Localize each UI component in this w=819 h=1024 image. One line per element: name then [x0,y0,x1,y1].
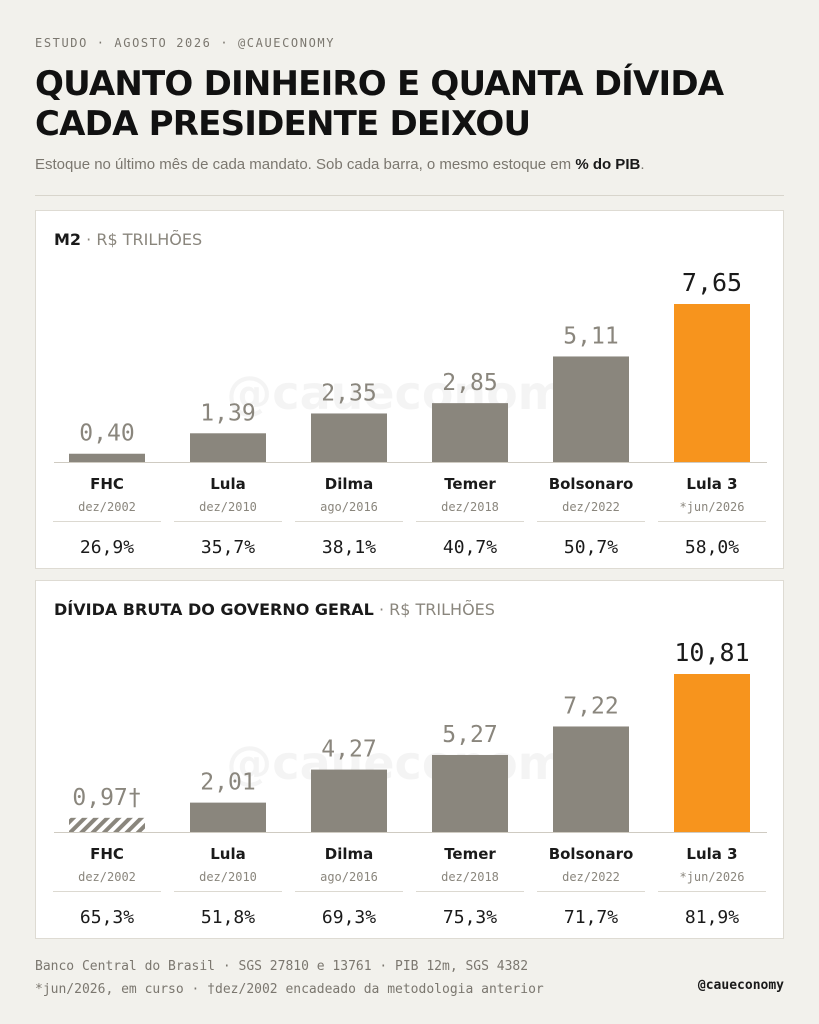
debt-pct-gdp-label: 81,9% [685,907,739,928]
m2-pct-gdp-label: 35,7% [201,537,255,558]
debt-category-label: FHC [90,845,124,863]
debt-title-text: DÍVIDA BRUTA DO GOVERNO GERAL [54,600,374,619]
m2-date-label: dez/2010 [199,500,257,514]
m2-value-label: 0,40 [79,421,134,447]
eyebrow: ESTUDO · AGOSTO 2026 · @CAUECONOMY [35,36,336,50]
m2-bar [674,304,750,462]
m2-value-label: 1,39 [200,400,255,426]
debt-value-label: 7,22 [563,693,618,719]
m2-pct-gdp-label: 26,9% [80,537,134,558]
debt-category-label: Lula 3 [686,845,737,863]
debt-pct-gdp-label: 69,3% [322,907,376,928]
debt-value-label: 5,27 [442,722,497,748]
debt-unit: · R$ TRILHÕES [373,600,495,619]
m2-value-label: 5,11 [563,323,618,349]
debt-date-label: ago/2016 [320,870,378,884]
debt-chart: @caueconomy 0,97† FHC dez/2002 65,3% 2,01 Lula… [53,638,767,928]
debt-bar [553,726,629,832]
title-line-2: CADA PRESIDENTE DEIXOU [35,104,531,144]
debt-value-label: 4,27 [321,737,376,763]
m2-category-label: Lula [210,475,246,493]
m2-value-label: 7,65 [682,268,742,297]
source-line-1: Banco Central do Brasil · SGS 27810 e 13… [35,959,529,974]
debt-date-label: dez/2018 [441,870,499,884]
m2-pct-gdp-label: 58,0% [685,537,739,558]
m2-category-label: Dilma [325,475,374,493]
m2-category-label: Bolsonaro [549,475,634,493]
debt-date-label: dez/2022 [562,870,620,884]
m2-unit: · R$ TRILHÕES [81,230,203,249]
debt-category-label: Temer [444,845,496,863]
subtitle-prefix: Estoque no último mês de cada mandato. S… [35,156,576,173]
debt-bar [190,802,266,832]
m2-chart: @caueconomy 0,40 FHC dez/2002 26,9% 1,39 Lula d… [53,268,767,558]
m2-pct-gdp-label: 40,7% [443,537,497,558]
header-divider [35,195,784,196]
m2-watermark: @caueconomy [226,366,595,420]
m2-category-label: Temer [444,475,496,493]
debt-chart-title: DÍVIDA BRUTA DO GOVERNO GERAL · R$ TRILH… [54,600,495,619]
debt-bar [674,674,750,832]
m2-bar [190,433,266,462]
subtitle: Estoque no último mês de cada mandato. S… [35,156,645,173]
m2-title-text: M2 [54,230,82,249]
debt-pct-gdp-label: 71,7% [564,907,618,928]
debt-bar [69,817,145,832]
source-note: Banco Central do Brasil · SGS 27810 e 13… [35,955,544,1001]
m2-pct-gdp-label: 50,7% [564,537,618,558]
m2-chart-panel: @caueconomy 0,40 FHC dez/2002 26,9% 1,39 Lula d… [35,210,784,569]
m2-value-label: 2,35 [321,380,376,406]
m2-bar [553,356,629,462]
m2-date-label: ago/2016 [320,500,378,514]
debt-bar [432,754,508,832]
m2-bar [432,403,508,462]
author-handle: @caueconomy [697,978,784,993]
m2-category-label: FHC [90,475,124,493]
m2-value-label: 2,85 [442,370,497,396]
subtitle-bold: % do PIB [575,156,641,173]
m2-date-label: *jun/2026 [679,500,744,514]
debt-date-label: *jun/2026 [679,870,744,884]
debt-date-label: dez/2002 [78,870,136,884]
m2-chart-title: M2 · R$ TRILHÕES [54,230,202,249]
source-line-2: *jun/2026, em curso · †dez/2002 encadead… [35,982,544,997]
m2-bar [69,453,145,462]
debt-pct-gdp-label: 75,3% [443,907,497,928]
title-line-1: QUANTO DINHEIRO E QUANTA DÍVIDA [35,64,724,104]
m2-date-label: dez/2022 [562,500,620,514]
debt-pct-gdp-label: 65,3% [80,907,134,928]
debt-value-label: 10,81 [674,638,749,667]
debt-value-label: 0,97† [72,785,141,811]
debt-chart-panel: @caueconomy 0,97† FHC dez/2002 65,3% 2,01 Lula… [35,580,784,939]
m2-date-label: dez/2002 [78,500,136,514]
page-title: QUANTO DINHEIRO E QUANTA DÍVIDA CADA PRE… [35,64,795,144]
m2-date-label: dez/2018 [441,500,499,514]
debt-value-label: 2,01 [200,770,255,796]
debt-category-label: Lula [210,845,246,863]
debt-pct-gdp-label: 51,8% [201,907,255,928]
m2-pct-gdp-label: 38,1% [322,537,376,558]
debt-date-label: dez/2010 [199,870,257,884]
m2-bar [311,413,387,462]
debt-watermark: @caueconomy [226,736,595,790]
debt-category-label: Bolsonaro [549,845,634,863]
subtitle-suffix: . [640,156,645,173]
debt-category-label: Dilma [325,845,374,863]
debt-bar [311,769,387,832]
m2-category-label: Lula 3 [686,475,737,493]
